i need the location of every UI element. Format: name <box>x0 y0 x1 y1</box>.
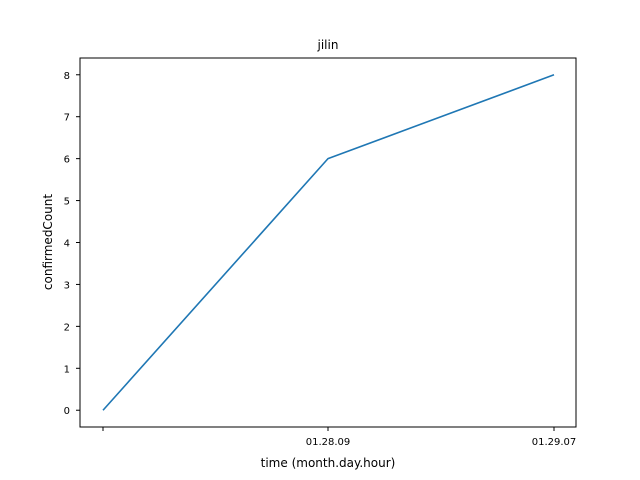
y-tick-label: 1 <box>64 364 70 375</box>
x-axis-ticks: 01.28.09 01.29.07 <box>102 427 577 448</box>
chart-title: jilin <box>317 38 339 52</box>
y-tick-label: 5 <box>64 197 70 208</box>
y-tick-label: 8 <box>64 71 70 82</box>
y-axis-label: confirmedCount <box>41 194 55 290</box>
y-tick-label: 3 <box>64 280 70 291</box>
y-tick-label: 7 <box>64 113 70 124</box>
y-tick-label: 2 <box>64 322 70 333</box>
x-tick-label: 01.28.09 <box>306 437 351 448</box>
series-group <box>102 74 555 411</box>
y-tick-label: 0 <box>64 406 70 417</box>
series-line <box>102 74 555 411</box>
plot-frame <box>79 57 577 428</box>
y-axis-ticks: 0 1 2 3 4 5 6 7 8 <box>64 71 80 417</box>
y-tick-label: 4 <box>64 239 70 250</box>
x-tick-label: 01.29.07 <box>532 437 577 448</box>
x-axis-label: time (month.day.hour) <box>261 456 396 470</box>
y-tick-label: 6 <box>64 155 70 166</box>
